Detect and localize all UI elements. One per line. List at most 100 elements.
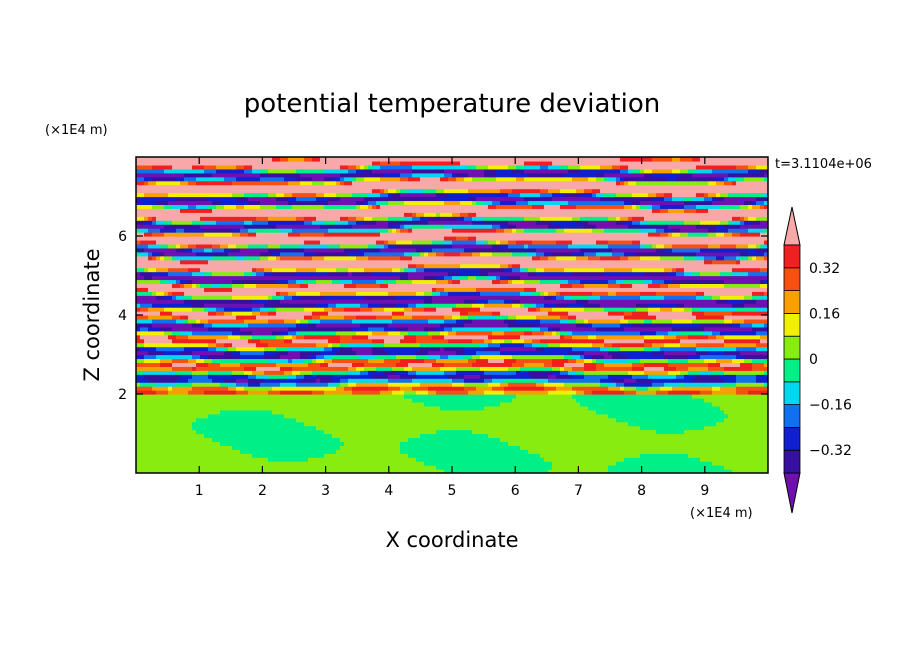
field-cell: [592, 350, 597, 356]
field-cell: [200, 413, 205, 419]
field-cell: [720, 370, 725, 375]
field-cell: [228, 429, 233, 435]
field-cell: [696, 429, 701, 435]
field-cell: [276, 409, 281, 415]
field-cell: [416, 382, 421, 387]
field-cell: [520, 397, 525, 403]
field-cell: [624, 382, 629, 387]
field-cell: [728, 362, 733, 367]
field-cell: [156, 457, 161, 462]
field-cell: [472, 453, 477, 458]
field-cell: [716, 445, 721, 450]
field-cell: [400, 346, 405, 352]
field-cell: [472, 382, 477, 387]
field-cell: [544, 425, 549, 431]
field-cell: [140, 429, 145, 435]
field-cell: [472, 370, 477, 375]
field-cell: [244, 405, 249, 411]
field-cell: [656, 358, 661, 363]
field-cell: [396, 461, 401, 466]
field-cell: [576, 370, 581, 375]
field-cell: [504, 390, 509, 395]
field-cell: [420, 469, 425, 473]
field-cell: [268, 413, 273, 419]
field-cell: [296, 366, 301, 371]
field-cell: [652, 386, 657, 391]
field-cell: [616, 358, 621, 363]
field-cell: [180, 437, 185, 442]
field-cell: [204, 346, 209, 352]
field-cell: [512, 382, 517, 387]
field-cell: [560, 378, 565, 383]
field-cell: [216, 350, 221, 356]
field-cell: [756, 390, 761, 395]
field-cell: [304, 425, 309, 431]
field-cell: [408, 354, 413, 360]
field-cell: [276, 449, 281, 454]
field-cell: [592, 413, 597, 419]
field-cell: [740, 461, 745, 466]
field-cell: [288, 362, 293, 367]
field-cell: [240, 441, 245, 446]
field-cell: [552, 417, 557, 423]
field-cell: [600, 445, 605, 450]
field-cell: [644, 397, 649, 403]
field-cell: [516, 390, 521, 395]
field-cell: [680, 397, 685, 403]
field-cell: [648, 437, 653, 442]
field-cell: [520, 346, 525, 352]
field-cell: [232, 461, 237, 466]
field-cell: [244, 417, 249, 423]
field-cell: [312, 433, 317, 439]
field-cell: [428, 370, 433, 375]
field-cell: [196, 362, 201, 367]
field-cell: [592, 409, 597, 415]
field-cell: [636, 374, 641, 379]
field-cell: [388, 465, 393, 470]
field-cell: [668, 445, 673, 450]
field-cell: [388, 346, 393, 352]
field-cell: [612, 350, 617, 356]
field-cell: [400, 421, 405, 427]
field-cell: [144, 394, 149, 399]
field-cell: [448, 401, 453, 407]
field-cell: [472, 413, 477, 419]
field-cell: [336, 354, 341, 360]
field-cell: [460, 449, 465, 454]
field-cell: [704, 386, 709, 391]
field-cell: [192, 401, 197, 407]
field-cell: [348, 386, 353, 391]
field-cell: [648, 445, 653, 450]
field-cell: [436, 417, 441, 423]
field-cell: [504, 461, 509, 466]
field-cell: [152, 461, 157, 466]
field-cell: [348, 417, 353, 423]
field-cell: [572, 370, 577, 375]
field-cell: [676, 441, 681, 446]
field-cell: [532, 469, 537, 473]
field-cell: [252, 445, 257, 450]
field-cell: [164, 382, 169, 387]
field-cell: [636, 401, 641, 407]
field-cell: [532, 366, 537, 371]
field-cell: [192, 382, 197, 387]
field-cell: [288, 421, 293, 427]
field-cell: [636, 449, 641, 454]
field-cell: [316, 378, 321, 383]
field-cell: [644, 354, 649, 360]
field-cell: [356, 350, 361, 356]
field-cell: [620, 362, 625, 367]
field-cell: [724, 386, 729, 391]
field-cell: [360, 445, 365, 450]
field-cell: [668, 409, 673, 415]
field-cell: [632, 425, 637, 431]
field-cell: [444, 433, 449, 439]
field-cell: [228, 461, 233, 466]
field-cell: [544, 441, 549, 446]
field-cell: [336, 465, 341, 470]
field-cell: [300, 346, 305, 352]
field-cell: [560, 453, 565, 458]
field-cell: [756, 449, 761, 454]
field-cell: [564, 421, 569, 427]
field-cell: [248, 445, 253, 450]
